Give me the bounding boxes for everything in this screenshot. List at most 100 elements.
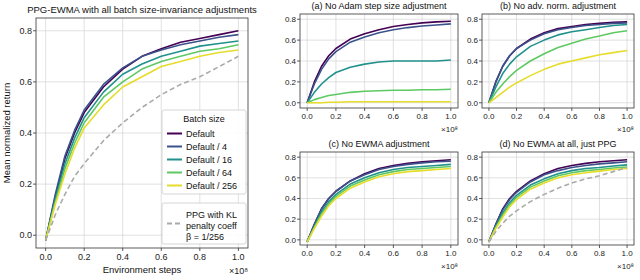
tick bbox=[307, 245, 308, 248]
tick-label: 0.0 bbox=[467, 236, 479, 245]
tick bbox=[627, 108, 628, 111]
legend-label-line: β = 1/256 bbox=[186, 232, 224, 242]
tick-label: 1.0 bbox=[622, 112, 634, 121]
tick-label: 0.0 bbox=[302, 112, 314, 121]
title: (c) No EWMA adjustment bbox=[328, 139, 430, 149]
tick-label: 0.0 bbox=[483, 249, 495, 258]
tick-label: 0.6 bbox=[285, 174, 297, 183]
tick bbox=[488, 245, 489, 248]
tick-label: 0.2 bbox=[511, 249, 523, 258]
tick bbox=[84, 248, 85, 251]
tick bbox=[297, 102, 300, 103]
grid-line bbox=[307, 152, 308, 245]
tick bbox=[297, 219, 300, 220]
grid-line bbox=[300, 157, 458, 158]
series-line bbox=[489, 160, 627, 242]
series-line bbox=[307, 89, 451, 103]
tick bbox=[33, 184, 36, 185]
tick bbox=[297, 157, 300, 158]
legend-label: Default bbox=[186, 129, 215, 139]
tick bbox=[422, 108, 423, 111]
frame bbox=[300, 14, 458, 108]
tick bbox=[122, 248, 123, 251]
page: {"chart_data": [ {"type": "line", "title… bbox=[0, 0, 640, 280]
grid-line bbox=[300, 239, 458, 240]
series-line bbox=[489, 51, 627, 103]
tick bbox=[516, 108, 517, 111]
tick bbox=[33, 81, 36, 82]
tick-label: 0.0 bbox=[483, 112, 495, 121]
grid-line bbox=[482, 61, 634, 62]
tick-label: 0.2 bbox=[78, 252, 91, 262]
grid-line bbox=[307, 14, 308, 108]
tick-label: 0.2 bbox=[19, 179, 32, 189]
legend-swatch bbox=[167, 185, 182, 187]
title: PPG-EWMA with all batch size-invariance … bbox=[27, 4, 257, 15]
tick-label: 1.0 bbox=[232, 252, 245, 262]
tick-label: 0.0 bbox=[285, 99, 297, 108]
legend-title: Batch size bbox=[183, 114, 225, 124]
series-line bbox=[46, 41, 239, 240]
tick bbox=[161, 248, 162, 251]
series-line bbox=[307, 60, 451, 103]
tick bbox=[297, 177, 300, 178]
legend-swatch bbox=[167, 146, 182, 148]
tick-label: 0.4 bbox=[285, 57, 297, 66]
tick-label: 0.6 bbox=[388, 249, 400, 258]
grid-line bbox=[300, 198, 458, 199]
tick-label: 0.6 bbox=[566, 112, 578, 121]
tick-label: 0.6 bbox=[285, 36, 297, 45]
grid-line bbox=[482, 19, 634, 20]
legend-label: Default / 64 bbox=[186, 168, 232, 178]
plot-area bbox=[300, 14, 458, 108]
grid-line bbox=[488, 14, 489, 108]
grid-line bbox=[36, 30, 248, 31]
legend-label-line: penalty coeff bbox=[186, 221, 237, 231]
tick-label: 0.8 bbox=[417, 249, 429, 258]
frame bbox=[36, 18, 248, 248]
tick bbox=[33, 133, 36, 134]
tick-label: 0.6 bbox=[19, 77, 32, 87]
plot-area bbox=[36, 18, 248, 248]
grid-line bbox=[300, 40, 458, 41]
tick bbox=[479, 239, 482, 240]
tick-label: 0.2 bbox=[467, 215, 479, 224]
figure: 0.00.20.40.60.80.00.20.40.60.81.0PPG-EWM… bbox=[0, 0, 640, 280]
tick-label: 0.4 bbox=[359, 249, 371, 258]
tick-label: 1.0 bbox=[622, 249, 634, 258]
series-group bbox=[489, 160, 627, 242]
grid-line bbox=[544, 14, 545, 108]
tick-label: 0.4 bbox=[467, 57, 479, 66]
tick bbox=[544, 108, 545, 111]
series-line bbox=[489, 168, 627, 242]
y-axis-label: Mean normalized return bbox=[1, 83, 12, 183]
series-line bbox=[307, 166, 451, 241]
tick bbox=[393, 108, 394, 111]
title: (d) No EWMA at all, just PPG bbox=[499, 139, 616, 149]
tick bbox=[307, 108, 308, 111]
grid-line bbox=[300, 19, 458, 20]
tick-label: 0.2 bbox=[285, 78, 297, 87]
grid-line bbox=[627, 14, 628, 108]
tick bbox=[297, 198, 300, 199]
title: (a) No Adam step size adjustment bbox=[311, 1, 447, 11]
tick bbox=[479, 157, 482, 158]
grid-line bbox=[482, 102, 634, 103]
grid-line bbox=[488, 152, 489, 245]
tick bbox=[479, 40, 482, 41]
tick bbox=[33, 30, 36, 31]
panel: 0.00.20.40.60.80.00.20.40.60.81.0PPG-EWM… bbox=[1, 4, 257, 276]
series-line bbox=[307, 24, 451, 103]
series-line bbox=[489, 165, 627, 242]
tick-label: 0.4 bbox=[359, 112, 371, 121]
tick bbox=[479, 19, 482, 20]
tick bbox=[571, 108, 572, 111]
tick-label: 1.0 bbox=[445, 112, 457, 121]
legend-label: Default / 16 bbox=[186, 155, 232, 165]
tick bbox=[571, 245, 572, 248]
plot-area bbox=[482, 14, 634, 108]
tick bbox=[364, 108, 365, 111]
grid-line bbox=[627, 152, 628, 245]
series-line bbox=[307, 161, 451, 242]
tick bbox=[479, 177, 482, 178]
